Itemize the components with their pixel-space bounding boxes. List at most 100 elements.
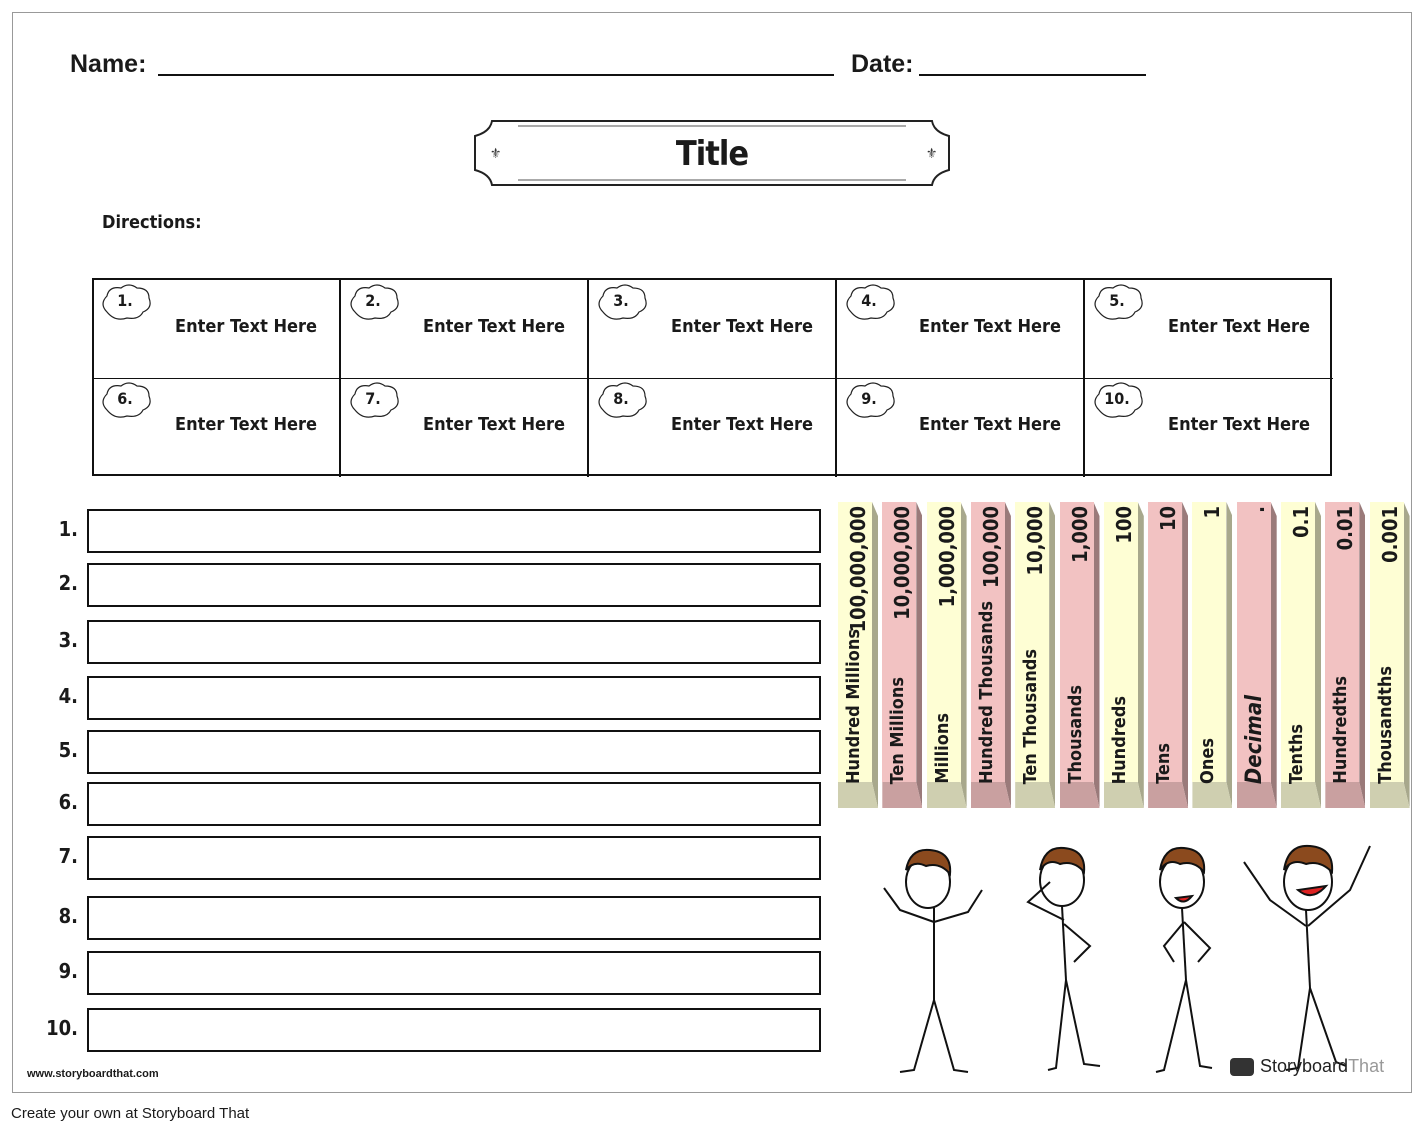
word-bank-cell[interactable]: 10. Enter Text Here [1085,378,1333,477]
answer-box[interactable] [87,896,821,940]
answer-number: 9. [58,959,78,983]
answer-number: 4. [58,684,78,708]
cell-text[interactable]: Enter Text Here [671,414,813,435]
name-label: Name: [70,50,147,78]
cell-text[interactable]: Enter Text Here [1168,414,1310,435]
answer-number: 6. [58,790,78,814]
create-your-own-link[interactable]: Create your own at Storyboard That [11,1105,250,1122]
title-plaque: ⚜ ⚜ [474,120,950,186]
place-value-name: Ten Millions [887,676,909,784]
place-value-bar: 10,000,000 Ten Millions [882,502,926,810]
place-value-name: Ten Thousands [1020,648,1042,784]
cell-number: 3. [613,291,629,310]
place-value-bar: 100 Hundreds [1103,502,1148,810]
answer-number: 2. [58,571,78,595]
answer-number: 1. [58,517,78,541]
answer-box[interactable] [87,563,821,607]
cell-text[interactable]: Enter Text Here [919,316,1061,337]
place-value-bar: 100,000 Hundred Thousands [970,502,1015,810]
place-value-number: 0.01 [1333,506,1358,551]
place-value-bar: 0.01 Hundredths [1325,502,1369,810]
date-field[interactable] [919,74,1146,76]
place-value-number: 0.1 [1289,506,1313,538]
answer-box[interactable] [87,730,821,774]
place-value-bar: 10,000 Ten Thousands [1015,502,1059,810]
answer-number: 5. [58,738,78,762]
cell-text[interactable]: Enter Text Here [175,316,317,337]
answer-number: 8. [58,904,78,928]
place-value-name: Hundred Thousands [975,601,997,784]
answer-box[interactable] [87,782,821,826]
place-value-number: 10,000,000 [890,506,915,620]
place-value-number: 100 [1111,506,1136,544]
cloud-icon: 4. [843,282,897,322]
place-value-bar: . Decimal [1236,502,1281,810]
word-bank-cell[interactable]: 9. Enter Text Here [837,378,1085,477]
cell-number: 5. [1109,291,1125,310]
place-value-number: 1,000 [1067,506,1092,563]
name-field[interactable] [158,74,834,76]
word-bank-cell[interactable]: 6. Enter Text Here [93,378,341,477]
place-value-bar: 0.1 Tenths [1281,502,1325,810]
cloud-icon: 5. [1091,282,1145,322]
place-value-name: Millions [931,713,953,784]
word-bank-grid: 1. Enter Text Here 2. Enter Text Here 3. Ente… [92,278,1333,477]
cloud-icon: 7. [347,380,401,420]
word-bank-cell[interactable]: 8. Enter Text Here [589,378,837,477]
cell-text[interactable]: Enter Text Here [1168,316,1310,337]
answer-box[interactable] [87,676,821,720]
cell-text[interactable]: Enter Text Here [671,316,813,337]
cell-number: 7. [365,389,381,408]
place-value-name: Hundred Millions [843,628,864,784]
cloud-icon: 9. [843,380,897,420]
logo-text-that: That [1348,1056,1385,1076]
cloud-icon: 10. [1091,380,1145,420]
word-bank-cell[interactable]: 2. Enter Text Here [341,280,589,379]
place-value-number: 100,000 [978,506,1003,588]
place-value-number: 10,000 [1023,506,1048,576]
cell-text[interactable]: Enter Text Here [175,414,317,435]
place-value-name: Tenths [1286,723,1307,784]
cloud-icon: 6. [99,380,153,420]
cell-text[interactable]: Enter Text Here [423,316,565,337]
cell-number: 4. [861,291,877,310]
site-url[interactable]: www.storyboardthat.com [27,1068,159,1080]
answer-number: 10. [46,1016,78,1040]
storyboardthat-logo[interactable]: StoryboardThat [1230,1056,1384,1077]
cell-text[interactable]: Enter Text Here [919,414,1061,435]
word-bank-cell[interactable]: 7. Enter Text Here [341,378,589,477]
place-value-number: 1 [1200,506,1225,519]
place-value-number: 10 [1156,506,1181,532]
speech-bubble-icon [1230,1058,1254,1077]
place-value-number: 100,000,000 [846,506,870,633]
svg-text:⚜: ⚜ [926,146,937,162]
place-value-bar: 0.001 Thousandths [1369,502,1414,810]
date-label: Date: [851,50,914,78]
word-bank-cell[interactable]: 4. Enter Text Here [837,280,1085,379]
place-value-bar: 1 Ones [1192,502,1236,810]
cloud-icon: 8. [595,380,649,420]
directions-label: Directions: [102,212,202,233]
worksheet-border [12,12,1412,1093]
word-bank-cell[interactable]: 1. Enter Text Here [93,280,341,379]
place-value-bar: 100,000,000 Hundred Millions [838,502,882,810]
cell-text[interactable]: Enter Text Here [423,414,565,435]
cell-number: 6. [117,389,133,408]
word-bank-cell[interactable]: 5. Enter Text Here [1085,280,1333,379]
word-bank-cell[interactable]: 3. Enter Text Here [589,280,837,379]
place-value-bar: 1,000,000 Millions [926,502,971,810]
logo-text-storyboard: Storyboard [1260,1056,1349,1076]
answer-box[interactable] [87,951,821,995]
answer-box[interactable] [87,836,821,880]
place-value-number: 0.001 [1377,506,1402,563]
place-value-name: Thousandths [1374,666,1396,784]
answer-box[interactable] [87,1008,821,1052]
cell-number: 2. [365,291,381,310]
answer-box[interactable] [87,620,821,664]
answer-number: 7. [58,844,78,868]
answer-box[interactable] [87,509,821,553]
cell-number: 9. [861,389,877,408]
worksheet-title[interactable]: Title [675,134,749,174]
excited-figure-icon [1243,844,1371,1071]
place-value-name: Tens [1153,743,1175,784]
